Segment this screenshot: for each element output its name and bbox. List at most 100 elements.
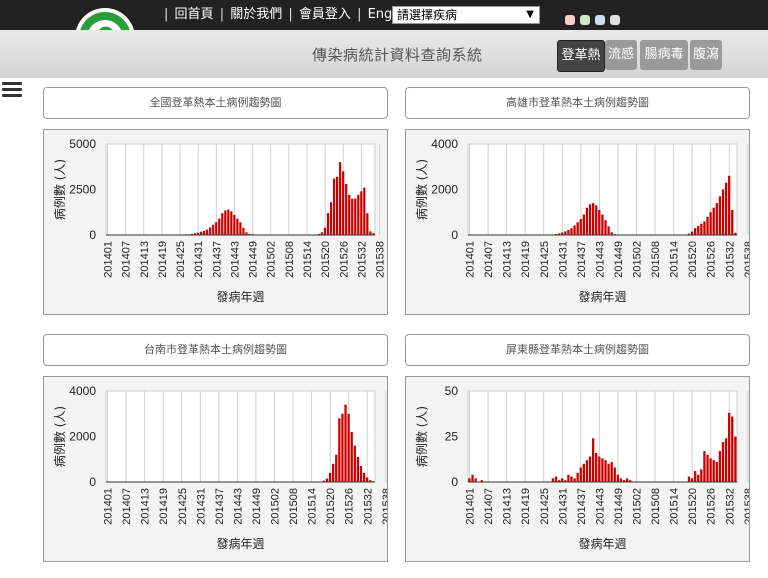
- chevron-down-icon: ▼: [526, 9, 534, 20]
- bar: [703, 451, 706, 482]
- bar: [715, 461, 718, 482]
- nav-home-link[interactable]: 回首頁: [174, 7, 214, 22]
- nav-about-link[interactable]: 關於我們: [230, 7, 283, 22]
- x-axis-label: 發病年週: [216, 536, 264, 551]
- x-tick-label: 201431: [557, 488, 569, 525]
- bar: [353, 445, 356, 482]
- x-tick-label: 201520: [687, 488, 699, 525]
- bar: [233, 214, 236, 235]
- bar: [579, 467, 582, 482]
- tab-dengue[interactable]: 登革熱: [557, 40, 605, 72]
- bar: [585, 460, 589, 482]
- top-bar: | 回首頁 | 關於我們 | 會員登入 | English | 請選擇疾病 ▼: [0, 0, 768, 68]
- x-tick-label: 201532: [724, 241, 736, 278]
- bar: [224, 210, 227, 235]
- bar: [341, 413, 344, 482]
- bar: [687, 233, 691, 235]
- bar: [706, 454, 709, 482]
- x-axis-label: 發病年週: [578, 289, 626, 304]
- x-tick-label: 201449: [613, 488, 625, 525]
- bar: [721, 189, 725, 235]
- bar: [245, 232, 248, 235]
- y-tick-label: 2500: [69, 183, 96, 197]
- bar: [601, 214, 604, 235]
- x-tick-label: 201514: [669, 241, 681, 278]
- bar: [567, 229, 570, 235]
- bar: [561, 232, 564, 235]
- x-tick-label: 201443: [594, 241, 606, 278]
- hamburger-menu-icon[interactable]: [2, 82, 22, 100]
- bar: [332, 463, 335, 482]
- x-tick-label: 201401: [465, 488, 477, 525]
- bar: [317, 233, 321, 235]
- bar: [697, 474, 700, 482]
- bar: [595, 205, 598, 235]
- tab-diarrhea[interactable]: 腹瀉: [690, 40, 722, 70]
- bar: [323, 227, 327, 235]
- bar: [230, 211, 233, 235]
- tab-enterovirus[interactable]: 腸病毒: [640, 40, 688, 70]
- bar: [588, 456, 592, 482]
- bar: [468, 478, 471, 482]
- bar: [610, 232, 613, 235]
- theme-dot-blue[interactable]: [595, 15, 605, 25]
- x-tick-label: 201425: [177, 488, 189, 525]
- x-tick-label: 201401: [465, 241, 477, 278]
- x-tick-label: 201449: [251, 488, 263, 525]
- bar: [227, 209, 230, 235]
- chart-svg: 201401 201407 201413 201419 201425 201431 2014…: [52, 137, 387, 304]
- x-tick-label: 201526: [338, 241, 350, 278]
- nav-separator: |: [219, 7, 225, 22]
- bar: [332, 178, 336, 235]
- x-tick-label: 201538: [375, 241, 387, 278]
- x-tick-label: 201526: [706, 241, 718, 278]
- bar: [221, 213, 224, 235]
- bar: [372, 233, 375, 235]
- tab-influenza[interactable]: 流感: [605, 40, 637, 70]
- bar: [551, 478, 555, 482]
- bar: [336, 176, 339, 235]
- x-tick-label: 201407: [121, 241, 133, 278]
- top-nav: | 回首頁 | 關於我們 | 會員登入 | English |: [162, 6, 427, 24]
- chart-title-pingtung: 屏東縣登革熱本土病例趨勢圖: [405, 334, 750, 366]
- theme-dot-pink[interactable]: [565, 15, 575, 25]
- bar: [242, 227, 245, 235]
- bar: [731, 416, 734, 482]
- x-tick-label: 201532: [724, 488, 736, 525]
- bar: [326, 213, 330, 235]
- bar: [471, 474, 474, 482]
- theme-dot-green[interactable]: [580, 15, 590, 25]
- bar: [576, 222, 579, 235]
- bar: [715, 203, 718, 235]
- bar: [325, 478, 329, 482]
- bar: [239, 222, 242, 235]
- bar: [344, 404, 347, 482]
- chart-national: 201401 201407 201413 201419 201425 201431 2014…: [43, 129, 388, 315]
- theme-dot-gray[interactable]: [610, 15, 620, 25]
- bar: [607, 226, 610, 235]
- nav-login-link[interactable]: 會員登入: [298, 7, 351, 22]
- bar: [354, 198, 357, 235]
- x-tick-label: 201502: [632, 488, 644, 525]
- x-tick-label: 201413: [502, 488, 514, 525]
- chart-tainan: 201401 201407 201413 201419 201425 201431 2014…: [43, 376, 388, 562]
- bar: [570, 228, 573, 235]
- bar: [613, 467, 616, 482]
- x-tick-label: 201508: [650, 488, 662, 525]
- chart-title-national: 全國登革熱本土病例趨勢圖: [43, 87, 388, 119]
- bar: [582, 463, 585, 482]
- x-tick-label: 201502: [632, 241, 644, 278]
- x-tick-label: 201437: [576, 241, 588, 278]
- x-tick-label: 201532: [356, 241, 368, 278]
- y-tick-label: 2000: [69, 430, 96, 444]
- bar: [591, 438, 595, 482]
- x-tick-label: 201520: [325, 488, 337, 525]
- disease-select[interactable]: 請選擇疾病 ▼: [392, 6, 540, 24]
- bar: [345, 184, 348, 235]
- bar: [199, 231, 203, 235]
- bar: [236, 218, 239, 235]
- x-axis-label: 發病年週: [578, 536, 626, 551]
- bar: [320, 232, 324, 235]
- bar: [561, 478, 564, 482]
- x-tick-label: 201538: [381, 488, 387, 525]
